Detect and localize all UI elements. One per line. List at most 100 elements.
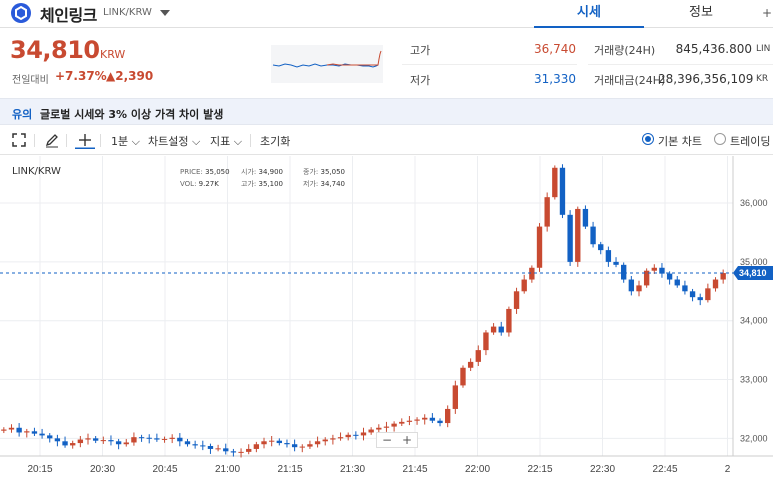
candle bbox=[559, 167, 566, 215]
vol-label: VOL: bbox=[180, 180, 197, 188]
candle bbox=[184, 441, 191, 445]
low-label-chart: 저가: bbox=[303, 180, 319, 188]
change-amount: ▲2,390 bbox=[106, 69, 154, 83]
candle bbox=[330, 438, 336, 440]
pencil-icon[interactable] bbox=[43, 131, 61, 149]
candle bbox=[108, 440, 114, 442]
reset-button[interactable]: 초기화 bbox=[260, 135, 291, 148]
x-tick-label: 22:30 bbox=[590, 464, 615, 475]
high-value-chart: 35,100 bbox=[258, 180, 283, 188]
candle bbox=[314, 441, 321, 445]
candle bbox=[92, 438, 99, 441]
candle bbox=[123, 442, 129, 445]
candle bbox=[85, 438, 91, 440]
zoom-out-button[interactable]: − bbox=[381, 433, 393, 447]
candle bbox=[47, 435, 53, 439]
candle bbox=[536, 226, 543, 268]
candle bbox=[54, 438, 61, 442]
indicators-button[interactable]: 지표 ⌵ bbox=[210, 135, 243, 148]
candle bbox=[246, 448, 252, 452]
candle bbox=[131, 437, 137, 443]
candle bbox=[16, 427, 22, 433]
tab-info[interactable]: 정보 bbox=[689, 5, 713, 20]
candle bbox=[154, 438, 160, 440]
close-label: 종가: bbox=[303, 168, 319, 176]
x-tick-label: 22:00 bbox=[465, 464, 490, 475]
chart-settings-button[interactable]: 차트설정 ⌵ bbox=[148, 135, 201, 148]
candle bbox=[705, 288, 711, 301]
candle bbox=[567, 214, 573, 262]
candle bbox=[383, 426, 390, 428]
candle bbox=[445, 408, 451, 424]
candle bbox=[406, 420, 413, 422]
candle bbox=[360, 432, 367, 436]
divider bbox=[588, 64, 773, 65]
interval-label: 1분 bbox=[111, 135, 129, 148]
candle bbox=[238, 451, 244, 453]
y-tick-label: 35,000 bbox=[740, 257, 768, 267]
fullscreen-icon[interactable] bbox=[10, 131, 28, 149]
candle bbox=[115, 441, 122, 445]
notice-text: 글로벌 시세와 3% 이상 가격 차이 발생 bbox=[40, 108, 224, 121]
amount-value: 28,396,356,109 bbox=[658, 72, 754, 86]
zoom-control: − + bbox=[376, 432, 418, 448]
toolbar-divider bbox=[66, 134, 67, 147]
x-tick-label: 21:30 bbox=[340, 464, 365, 475]
candle bbox=[682, 285, 688, 292]
indicators-label: 지표 bbox=[210, 135, 231, 148]
candle bbox=[513, 291, 520, 309]
candle bbox=[720, 273, 726, 280]
x-tick-label: 2 bbox=[725, 464, 731, 475]
low-value-chart: 34,740 bbox=[320, 180, 345, 188]
crosshair-icon[interactable] bbox=[74, 131, 96, 149]
caret-down-icon[interactable] bbox=[158, 7, 172, 19]
candle bbox=[552, 167, 558, 198]
low-value: 31,330 bbox=[534, 72, 576, 86]
current-price-label: 34,810 bbox=[739, 268, 767, 278]
basic-chart-radio[interactable] bbox=[642, 133, 654, 145]
candle bbox=[467, 361, 474, 368]
ohlc-legend-col3: 종가: 35,050 저가: 34,740 bbox=[303, 166, 345, 190]
candle bbox=[391, 423, 397, 427]
candle bbox=[138, 437, 145, 439]
candle bbox=[598, 244, 604, 251]
candle bbox=[322, 439, 328, 442]
ohlc-legend-col1: PRICE: 35,050 VOL: 9.27K bbox=[180, 166, 230, 190]
candle bbox=[674, 279, 680, 286]
x-tick-label: 20:30 bbox=[90, 464, 115, 475]
candle bbox=[506, 308, 512, 333]
candle bbox=[24, 431, 30, 433]
candle bbox=[207, 446, 214, 449]
mini-price-chart bbox=[271, 45, 383, 83]
tab-more[interactable]: + bbox=[762, 6, 773, 20]
candle bbox=[230, 451, 237, 453]
volume-unit: LIN bbox=[756, 44, 771, 54]
basic-chart-label: 기본 차트 bbox=[658, 135, 702, 148]
zoom-in-button[interactable]: + bbox=[401, 433, 413, 447]
candlestick-chart[interactable]: 32,000 33,000 34,000 35,000 36,000 20:15 20:30… bbox=[0, 156, 773, 479]
candle bbox=[253, 444, 260, 449]
candle bbox=[276, 440, 282, 444]
candle bbox=[200, 445, 206, 447]
open-value: 34,900 bbox=[258, 168, 283, 176]
high-value: 36,740 bbox=[534, 42, 576, 56]
price-chart-area[interactable]: 32,000 33,000 34,000 35,000 36,000 20:15 20:30… bbox=[0, 156, 773, 479]
change-label: 전일대비 bbox=[12, 75, 49, 86]
candle bbox=[192, 444, 198, 446]
high-label: 고가 bbox=[410, 44, 431, 57]
tab-quote[interactable]: 시세 bbox=[534, 0, 644, 28]
header-bar: 체인링크 LINK/KRW 시세 정보 + bbox=[0, 0, 773, 28]
candle bbox=[307, 444, 313, 447]
open-label: 시가: bbox=[241, 168, 257, 176]
trading-chart-radio[interactable] bbox=[714, 133, 726, 145]
candle bbox=[452, 385, 459, 409]
x-tick-label: 20:45 bbox=[152, 464, 177, 475]
candle bbox=[529, 267, 535, 280]
interval-select[interactable]: 1분 ⌵ bbox=[111, 135, 140, 148]
coin-name: 체인링크 bbox=[40, 6, 97, 25]
candle bbox=[223, 448, 229, 452]
candle bbox=[8, 427, 15, 430]
volume-label: 거래량(24H) bbox=[594, 44, 656, 57]
price-value: 35,050 bbox=[205, 168, 230, 176]
vol-value: 9.27K bbox=[198, 180, 219, 188]
